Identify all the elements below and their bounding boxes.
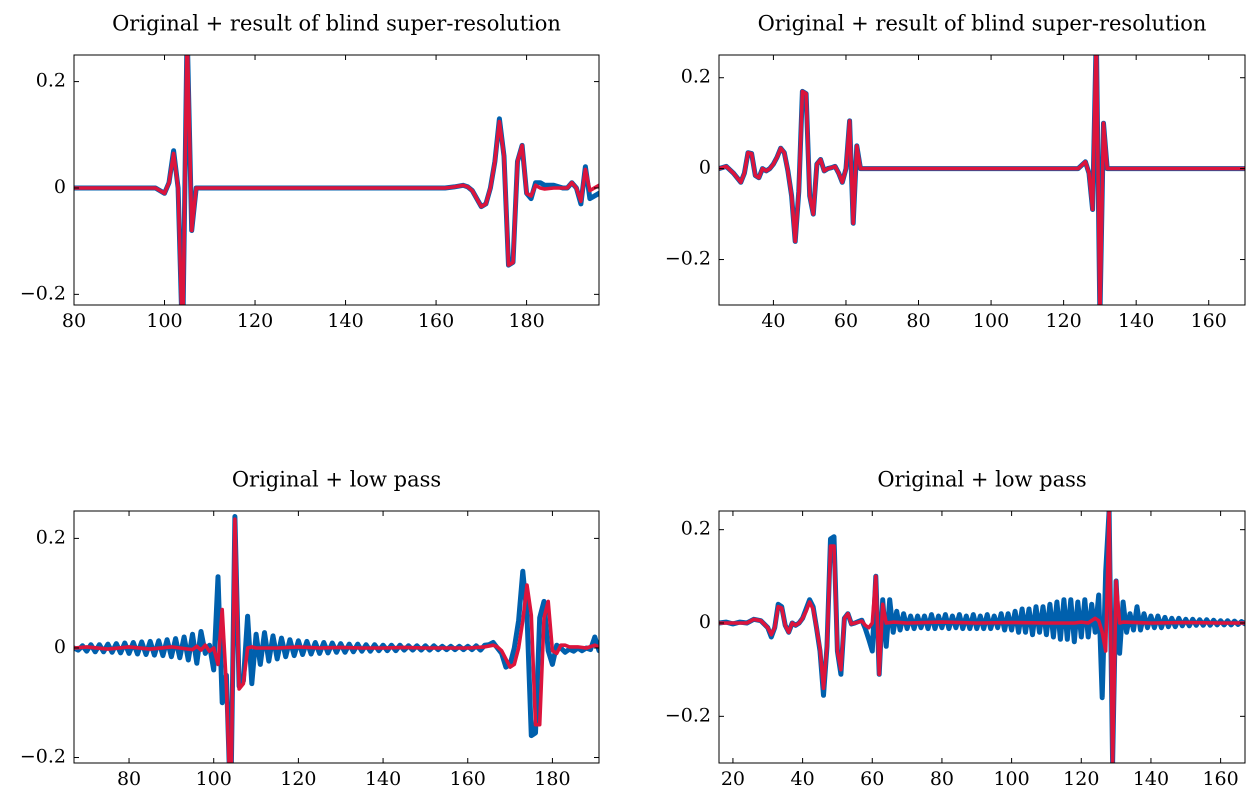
x-tick-label: 180 (508, 310, 544, 332)
x-tick-label: 20 (721, 768, 745, 790)
x-tick-label: 100 (146, 310, 182, 332)
y-tick-label: −0.2 (20, 282, 66, 304)
plot-frame (73, 54, 600, 306)
x-tick-label: 140 (365, 768, 401, 790)
x-tick-label: 40 (761, 310, 785, 332)
x-tick-label: 120 (237, 310, 273, 332)
chart-4: Original + low pass 20 40 60 80 100 120 140 160 −… (665, 468, 1246, 790)
x-tick-label: 100 (196, 768, 232, 790)
y-tick-label: 0.2 (36, 70, 66, 92)
x-tick-label: 140 (327, 310, 363, 332)
series-line-reconstruction (719, 511, 1245, 763)
x-tick-label: 80 (930, 768, 954, 790)
x-tick-label: 80 (906, 310, 930, 332)
x-tick-label: 140 (1133, 768, 1169, 790)
series-line-reconstruction (74, 55, 599, 305)
plot-frame (718, 54, 1246, 306)
series-line-reconstruction (719, 55, 1245, 305)
x-tick-label: 40 (791, 768, 815, 790)
y-tick-label: 0.2 (681, 518, 711, 540)
x-tick-label: 100 (993, 768, 1029, 790)
series-line-reconstruction (74, 517, 599, 763)
x-tick-label: 160 (1191, 310, 1227, 332)
plot-frame (718, 510, 1246, 764)
chart-2: Original + result of blind super-resolut… (665, 12, 1246, 332)
y-tick-label: 0.2 (36, 526, 66, 548)
x-tick-label: 80 (117, 768, 141, 790)
plot-frame (73, 510, 600, 764)
y-tick-label: 0 (54, 636, 66, 658)
x-tick-label: 60 (834, 310, 858, 332)
x-tick-label: 160 (1202, 768, 1238, 790)
x-tick-label: 180 (534, 768, 570, 790)
x-tick-label: 80 (62, 310, 86, 332)
chart-title: Original + result of blind super-resolut… (758, 12, 1207, 36)
chart-title: Original + low pass (232, 468, 441, 492)
x-tick-label: 120 (1045, 310, 1081, 332)
x-tick-label: 120 (280, 768, 316, 790)
x-tick-label: 160 (418, 310, 454, 332)
series-line-original (74, 514, 599, 763)
y-tick-label: −0.2 (20, 746, 66, 768)
y-tick-label: 0 (699, 157, 711, 179)
chart-3: Original + low pass 80 100 120 140 160 180 −0.2… (20, 468, 600, 790)
y-tick-label: −0.2 (665, 704, 711, 726)
x-tick-label: 140 (1118, 310, 1154, 332)
x-tick-label: 100 (973, 310, 1009, 332)
chart-title: Original + result of blind super-resolut… (112, 12, 561, 36)
y-tick-label: 0 (54, 176, 66, 198)
series-line-original (719, 511, 1245, 763)
x-tick-label: 120 (1063, 768, 1099, 790)
chart-title: Original + low pass (877, 468, 1086, 492)
x-tick-label: 160 (450, 768, 486, 790)
y-tick-label: −0.2 (665, 248, 711, 270)
chart-1: Original + result of blind super-resolut… (20, 12, 600, 332)
y-tick-label: 0 (699, 611, 711, 633)
x-tick-label: 60 (860, 768, 884, 790)
y-tick-label: 0.2 (681, 66, 711, 88)
